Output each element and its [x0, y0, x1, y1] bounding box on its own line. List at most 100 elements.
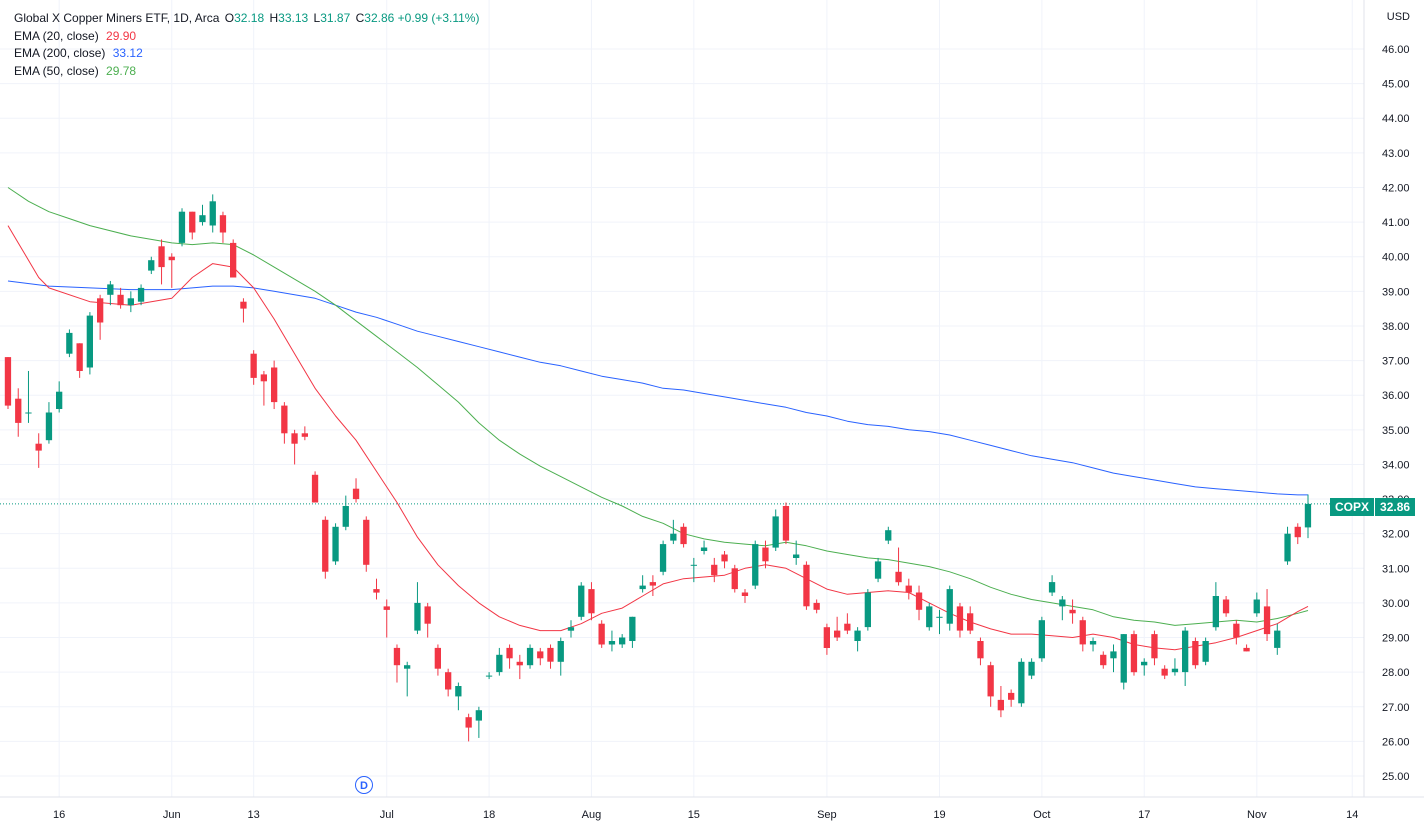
candle: [158, 239, 165, 285]
candle-body: [578, 585, 585, 617]
candle: [485, 672, 493, 680]
candle-body: [455, 686, 462, 697]
candle: [352, 478, 360, 503]
candle-body: [915, 592, 923, 610]
candle: [813, 599, 820, 614]
candle-body: [199, 215, 206, 223]
candle-body: [1212, 596, 1219, 628]
candle-body: [1192, 641, 1199, 666]
candle-body: [1274, 630, 1281, 648]
candle-body: [1038, 620, 1045, 659]
candle-body: [670, 533, 677, 541]
y-tick-label: 31.00: [1382, 563, 1410, 575]
candle: [1192, 637, 1199, 669]
candle-body: [424, 606, 431, 624]
candle-body: [844, 623, 851, 631]
y-tick-label: 41.00: [1382, 217, 1410, 229]
candle-body: [342, 506, 349, 527]
candle: [526, 644, 534, 669]
candle-body: [15, 398, 22, 423]
candle-body: [537, 651, 544, 659]
candle-body: [813, 602, 820, 610]
candle: [844, 613, 851, 635]
y-tick-label: 46.00: [1382, 44, 1410, 56]
legend-ema20-row[interactable]: EMA (20, close) 29.90: [14, 28, 479, 46]
legend-ema50-row[interactable]: EMA (50, close) 29.78: [14, 63, 479, 81]
candle-body: [240, 301, 247, 309]
candle-body: [598, 623, 605, 645]
currency-label[interactable]: USD: [1386, 11, 1410, 23]
candle: [1059, 595, 1066, 621]
candle-body: [485, 675, 493, 677]
candles: [4, 194, 1312, 742]
candle: [598, 620, 605, 648]
candle-body: [619, 637, 626, 645]
candle-body: [1171, 668, 1179, 673]
candle: [393, 644, 401, 683]
y-tick-label: 29.00: [1382, 633, 1410, 645]
candle-body: [506, 647, 513, 659]
x-tick-label: 19: [933, 809, 945, 821]
legend-ema200-row[interactable]: EMA (200, close) 33.12: [14, 45, 479, 63]
x-tick-label: 17: [1138, 809, 1150, 821]
candle-body: [567, 627, 575, 631]
candle: [332, 523, 339, 565]
candle-body: [700, 547, 708, 551]
legend-symbol-row: Global X Copper Miners ETF, 1D, Arca O32…: [14, 10, 479, 28]
candle-body: [230, 242, 237, 278]
legend-low: 31.87: [320, 11, 351, 25]
legend-high: 33.13: [278, 11, 309, 25]
candle: [1274, 623, 1281, 655]
candle: [1294, 523, 1301, 545]
candle-body: [731, 568, 738, 590]
candle-body: [137, 287, 145, 302]
candle: [772, 509, 779, 551]
candle-body: [332, 526, 339, 562]
candle-body: [1182, 630, 1189, 673]
candle-body: [711, 564, 718, 576]
candle: [148, 256, 155, 275]
candle: [547, 644, 554, 669]
candle-body: [977, 641, 984, 659]
x-tick-label: 15: [688, 809, 700, 821]
candle-body: [271, 367, 278, 403]
candle-body: [158, 246, 165, 268]
candle-body: [1018, 661, 1025, 704]
legend-ema50-value: 29.78: [106, 63, 137, 78]
candle: [782, 502, 790, 545]
candle-body: [168, 256, 175, 261]
x-tick-label: 16: [53, 809, 65, 821]
candle-body: [1243, 647, 1250, 652]
candle-body: [649, 582, 656, 586]
candle-body: [1294, 526, 1301, 538]
candle: [209, 194, 216, 233]
candle: [434, 644, 441, 676]
candle-body: [66, 332, 73, 354]
candle: [107, 280, 114, 306]
candle-body: [1253, 599, 1260, 614]
candle-body: [97, 298, 104, 323]
y-tick-label: 30.00: [1382, 598, 1410, 610]
candle-body: [445, 672, 452, 690]
candle: [189, 211, 196, 240]
y-tick-label: 27.00: [1382, 702, 1410, 714]
candle: [168, 253, 175, 288]
candle-body: [25, 412, 32, 414]
candle: [1141, 658, 1148, 676]
candle: [874, 557, 882, 583]
chart-legend: Global X Copper Miners ETF, 1D, Arca O32…: [14, 10, 479, 80]
dividend-marker[interactable]: D: [355, 776, 373, 794]
candle-body: [885, 530, 892, 541]
candle: [1110, 644, 1117, 673]
candle: [1243, 644, 1250, 652]
candle-body: [1110, 651, 1117, 659]
candle: [946, 585, 953, 631]
candle: [291, 429, 298, 465]
candle: [977, 637, 984, 666]
candle-body: [1151, 634, 1158, 659]
candle: [619, 634, 626, 648]
candle-body: [823, 627, 830, 648]
candle: [567, 620, 575, 638]
candle: [97, 294, 104, 340]
